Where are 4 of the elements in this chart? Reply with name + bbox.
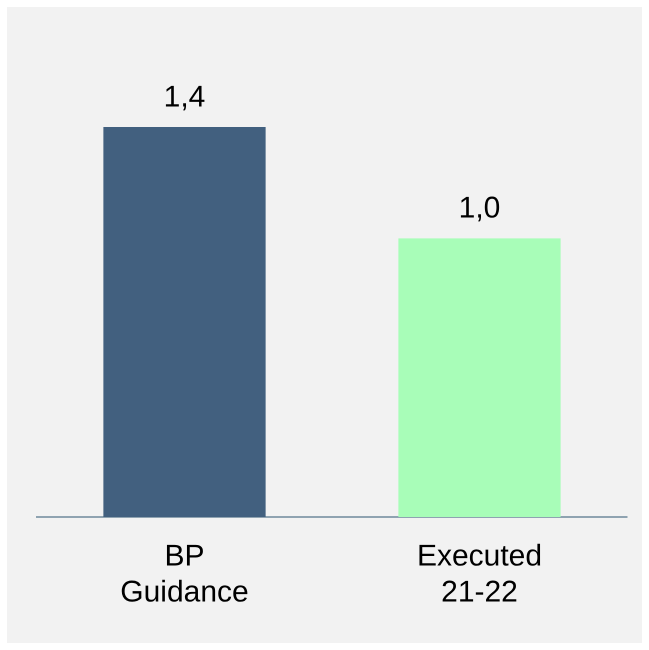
x-tick-label: Executed 21-22 — [416, 539, 542, 608]
x-tick-label: BP Guidance — [120, 539, 249, 608]
data-label: 1,4 — [164, 80, 206, 114]
data-label: 1,0 — [458, 192, 500, 225]
